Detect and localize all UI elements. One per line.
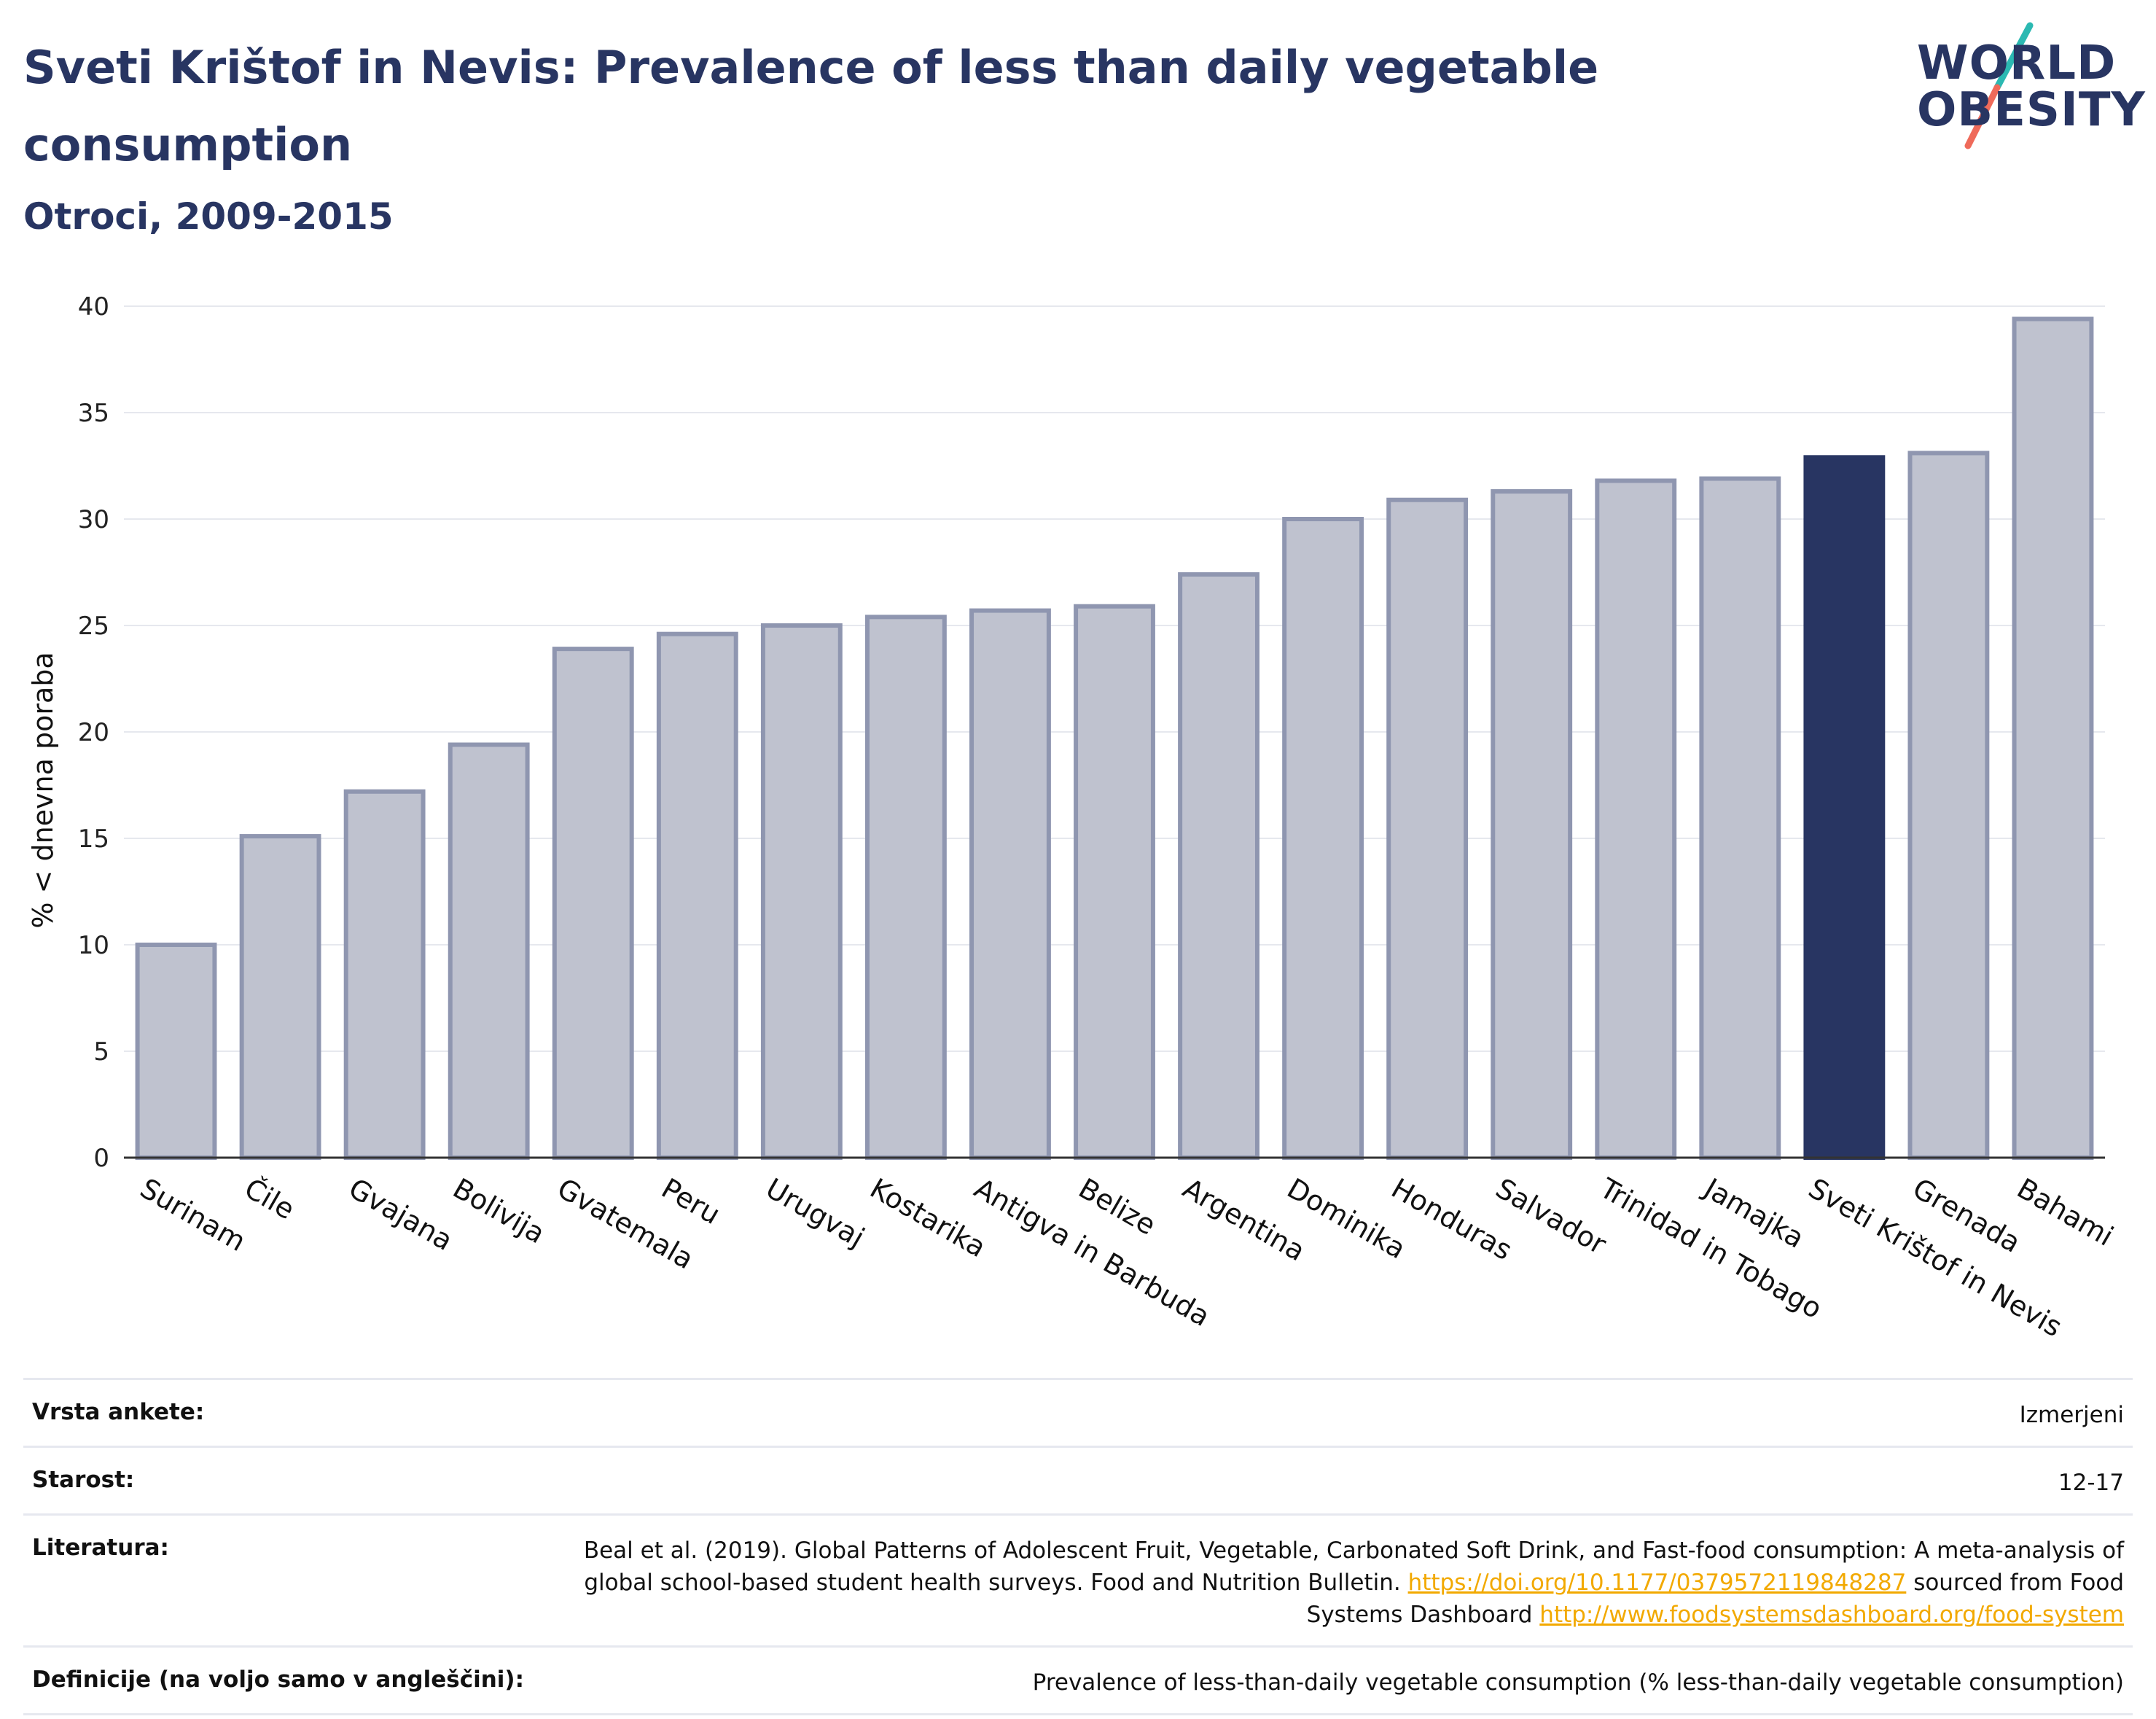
doi-link[interactable]: https://doi.org/10.1177/0379572119848287 (1407, 1570, 1907, 1596)
y-tick-label: 15 (78, 825, 109, 854)
meta-value: Izmerjeni (2019, 1402, 2124, 1428)
x-tick-label: Gvajana (343, 1172, 458, 1257)
y-tick-label: 25 (78, 612, 109, 641)
y-tick-label: 0 (93, 1144, 109, 1173)
x-tick-label: Bahami (2012, 1172, 2119, 1252)
logo-slash-icon (1964, 22, 2034, 149)
meta-row-age: Starost: 12-17 (23, 1446, 2133, 1513)
x-tick-label: Kostarika (864, 1172, 991, 1264)
meta-row-definitions: Definicije (na voljo samo v angleščini):… (23, 1645, 2133, 1715)
chart-subtitle: Otroci, 2009-2015 (23, 195, 394, 238)
metadata-table: Vrsta ankete: Izmerjeni Starost: 12-17 L… (23, 1378, 2133, 1715)
bar (1282, 517, 1364, 1160)
bar (1595, 478, 1677, 1160)
y-tick-label: 5 (93, 1037, 109, 1067)
y-axis-label: % < dnevna poraba (27, 652, 59, 928)
bar (552, 647, 634, 1160)
meta-label: Vrsta ankete: (32, 1399, 205, 1425)
x-tick-label: Čile (239, 1172, 300, 1226)
y-axis-ticks: 0 5 10 15 20 25 30 35 40 (78, 292, 109, 1173)
bars (135, 316, 2094, 1161)
logo-word-obesity: OBESITY (1917, 83, 2146, 137)
logo-word-world: WORLD (1917, 36, 2117, 90)
meta-row-literature: Literatura: Beal et al. (2019). Global P… (23, 1513, 2133, 1645)
meta-label: Definicije (na voljo samo v angleščini): (32, 1667, 524, 1693)
bar (1907, 451, 1990, 1161)
y-tick-label: 30 (78, 505, 109, 534)
bar-highlighted (1803, 455, 1886, 1160)
bar (760, 623, 843, 1160)
reference-text: Beal et al. (2019). Global Patterns of A… (583, 1537, 2124, 1596)
x-tick-label: Bolivija (448, 1172, 550, 1250)
bar (1074, 604, 1155, 1161)
x-tick-label: Peru (656, 1172, 725, 1231)
reference-source-text: sourced from Food Systems Dashboard (1306, 1570, 2124, 1628)
bar (1178, 572, 1259, 1161)
bar (1699, 476, 1781, 1160)
meta-value: Beal et al. (2019). Global Patterns of A… (557, 1535, 2133, 1631)
meta-value: 12-17 (2058, 1470, 2124, 1496)
y-tick-label: 40 (78, 292, 109, 321)
y-tick-label: 35 (78, 399, 109, 428)
bar (239, 834, 321, 1161)
bar (448, 742, 530, 1160)
y-tick-label: 20 (78, 718, 109, 747)
bar (656, 631, 738, 1160)
y-tick-label: 10 (78, 931, 109, 960)
x-tick-label: Surinam (135, 1172, 251, 1258)
world-obesity-logo: WORLD OBESITY (1895, 22, 2145, 153)
bar (1386, 497, 1469, 1161)
meta-row-survey-type: Vrsta ankete: Izmerjeni (23, 1378, 2133, 1446)
meta-label: Starost: (32, 1467, 135, 1493)
bar (2012, 316, 2094, 1160)
bar (1491, 489, 1573, 1161)
bar (864, 615, 947, 1160)
meta-value: Prevalence of less-than-daily vegetable … (1032, 1669, 2124, 1696)
dashboard-link[interactable]: http://www.foodsystemsdashboard.org/food… (1539, 1602, 2124, 1628)
x-tick-label: Urugvaj (760, 1172, 870, 1254)
chart-title: Sveti Krištof in Nevis: Prevalence of le… (23, 41, 1599, 171)
bar (343, 789, 426, 1160)
bar (135, 943, 217, 1160)
meta-label: Literatura: (32, 1535, 169, 1561)
bar (969, 608, 1051, 1160)
